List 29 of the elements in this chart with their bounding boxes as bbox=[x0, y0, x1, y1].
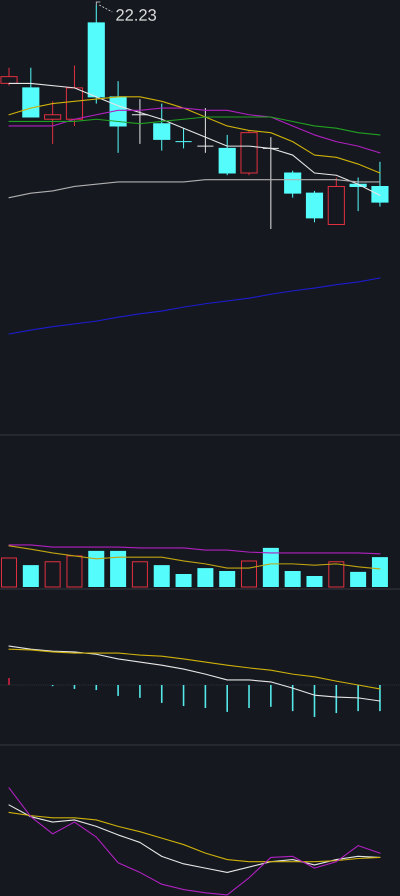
bar bbox=[262, 548, 279, 587]
bar bbox=[350, 572, 366, 587]
candlestick bbox=[174, 128, 192, 149]
bar bbox=[44, 561, 61, 588]
bar bbox=[284, 571, 301, 587]
bar bbox=[197, 568, 214, 587]
bar bbox=[1, 558, 17, 588]
candlestick bbox=[131, 98, 148, 144]
bar bbox=[176, 574, 192, 587]
candlestick bbox=[153, 103, 170, 152]
bar bbox=[132, 561, 148, 588]
bar bbox=[241, 560, 258, 588]
bar bbox=[110, 550, 126, 587]
annotation: 22.23 bbox=[116, 9, 156, 21]
candlestick bbox=[284, 170, 302, 198]
bar bbox=[219, 571, 236, 587]
bar bbox=[372, 557, 388, 587]
bar bbox=[328, 561, 344, 588]
candlestick bbox=[0, 67, 18, 86]
candlestick bbox=[371, 161, 389, 208]
candlestick bbox=[350, 176, 367, 212]
candlestick bbox=[44, 100, 62, 144]
bar bbox=[154, 565, 170, 587]
bar bbox=[88, 550, 104, 587]
bar bbox=[306, 576, 322, 587]
bar bbox=[22, 565, 39, 587]
candlestick bbox=[196, 108, 214, 154]
candlestick bbox=[66, 64, 84, 126]
bar bbox=[66, 555, 82, 588]
